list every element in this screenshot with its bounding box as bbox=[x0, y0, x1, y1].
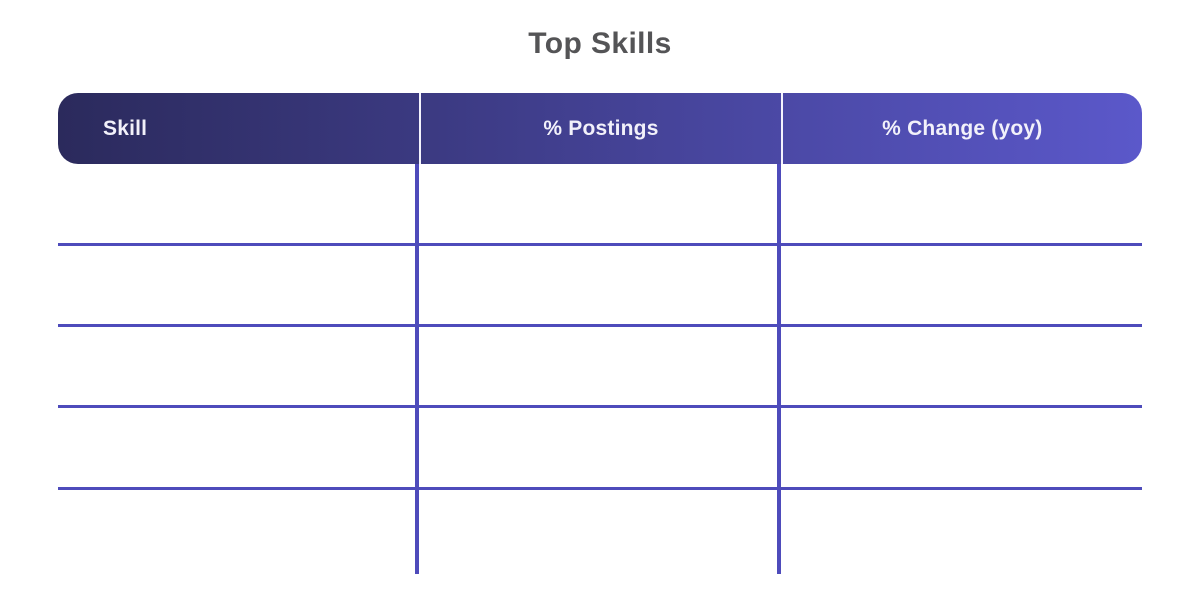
table-body bbox=[58, 164, 1142, 574]
table-cell bbox=[781, 246, 1142, 324]
table-header: Skill % Postings % Change (yoy) bbox=[58, 93, 1142, 164]
table-cell bbox=[781, 408, 1142, 487]
table-row bbox=[58, 490, 1142, 574]
table-cell bbox=[781, 327, 1142, 405]
table-cell bbox=[781, 164, 1142, 243]
skills-table: Skill % Postings % Change (yoy) bbox=[58, 93, 1142, 574]
table-cell bbox=[419, 246, 781, 324]
header-cell-skill: Skill bbox=[103, 116, 148, 140]
header-cell-change-yoy: % Change (yoy) bbox=[780, 93, 1142, 164]
table-row bbox=[58, 246, 1142, 327]
table-cell bbox=[58, 408, 420, 487]
table-cell bbox=[58, 164, 420, 243]
table-cell bbox=[58, 327, 420, 405]
table-row bbox=[58, 164, 1142, 246]
table-cell bbox=[419, 490, 781, 574]
table-cell bbox=[419, 408, 781, 487]
table-cell bbox=[419, 164, 781, 243]
header-cell-postings: % Postings bbox=[419, 93, 780, 164]
table-row bbox=[58, 408, 1142, 490]
table-cell bbox=[419, 327, 781, 405]
table-cell bbox=[781, 490, 1142, 574]
page-title: Top Skills bbox=[528, 27, 672, 60]
table-cell bbox=[58, 246, 420, 324]
table-row bbox=[58, 327, 1142, 408]
table-cell bbox=[58, 490, 420, 574]
